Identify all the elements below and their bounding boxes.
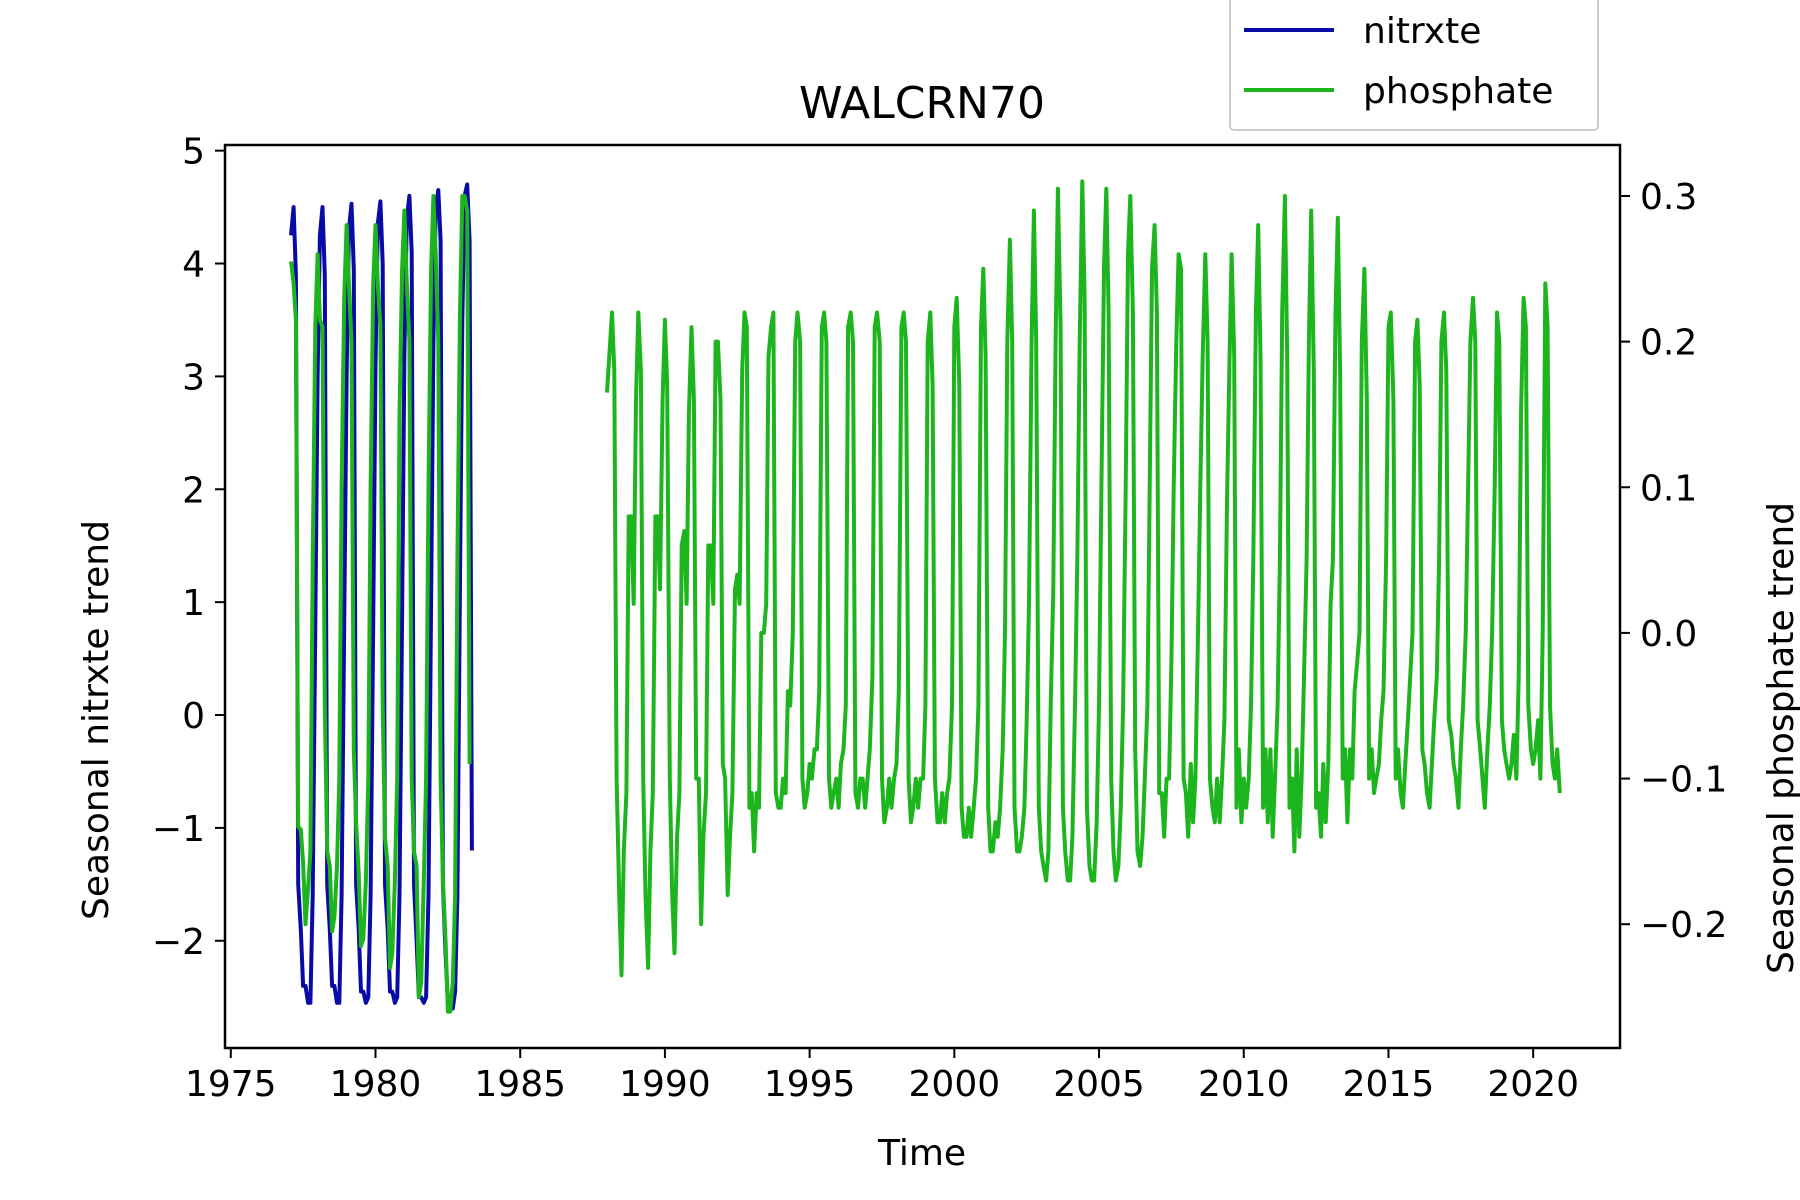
y-left-tick-label: 3 [182, 357, 205, 398]
x-tick-label: 1975 [185, 1064, 277, 1105]
legend-label-nitrxte: nitrxte [1363, 11, 1481, 52]
y-left-tick-label: −1 [152, 809, 205, 850]
y-right-tick-label: 0.3 [1640, 177, 1697, 218]
y-left-tick-label: −2 [152, 922, 205, 963]
x-axis-label: Time [877, 1133, 966, 1174]
legend-label-phosphate: phosphate [1363, 71, 1553, 112]
x-tick-label: 2015 [1343, 1064, 1435, 1105]
y-right-tick-label: 0.1 [1640, 468, 1697, 509]
y-left-tick-label: 5 [182, 132, 205, 173]
y-left-tick-label: 1 [182, 583, 205, 624]
y-right-tick-label: −0.2 [1640, 905, 1727, 946]
y-left-tick-label: 0 [182, 696, 205, 737]
chart-title: WALCRN70 [799, 78, 1045, 129]
legend: nitrxte phosphate [1229, 0, 1599, 131]
x-tick-label: 1995 [764, 1064, 856, 1105]
plot-area: 1975 1980 1985 1990 1995 2000 2005 2010 2015 2020… [152, 132, 1728, 1105]
x-tick-label: 1985 [474, 1064, 566, 1105]
y-left-tick-label: 2 [182, 470, 205, 511]
x-tick-label: 2000 [909, 1064, 1001, 1105]
plot-frame [223, 143, 1622, 1050]
x-tick-label: 2010 [1198, 1064, 1290, 1105]
x-tick-label: 2005 [1053, 1064, 1145, 1105]
y-axis-left-label: Seasonal nitrxte trend [76, 520, 117, 920]
x-tick-label: 2020 [1487, 1064, 1579, 1105]
series-phosphate-line-segment-0 [289, 194, 472, 1014]
series-nitrxte-line-segment-0 [289, 182, 474, 1011]
y-right-tick-label: 0.2 [1640, 323, 1697, 364]
y-left-tick-label: 4 [182, 245, 205, 286]
y-right-tick-label: 0.0 [1640, 614, 1697, 655]
y-axis-right-label: Seasonal phosphate trend [1761, 502, 1800, 974]
x-tick-label: 1990 [619, 1064, 711, 1105]
legend-frame [1229, 0, 1599, 131]
x-tick-label: 1980 [330, 1064, 422, 1105]
y-right-tick-label: −0.1 [1640, 760, 1727, 801]
series-phosphate-line-segment-1 [605, 179, 1562, 978]
